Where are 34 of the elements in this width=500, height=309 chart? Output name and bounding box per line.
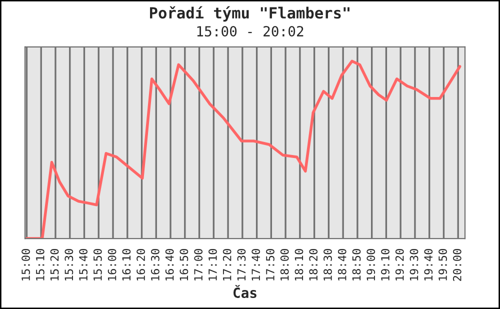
- x-tick-label: 16:10: [122, 248, 131, 280]
- x-tick-label: 17:00: [194, 248, 203, 280]
- x-tick-label: 19:40: [424, 248, 433, 280]
- x-tick-label: 15:40: [79, 248, 88, 280]
- x-tick-label: 15:00: [22, 248, 30, 280]
- x-tick-label: 19:50: [438, 248, 447, 280]
- x-tick-label: 17:20: [222, 248, 232, 280]
- x-tick-label: 15:10: [36, 248, 44, 280]
- chart-title: Pořadí týmu "Flambers": [150, 6, 350, 22]
- x-tick-label: 16:30: [150, 248, 160, 280]
- x-tick-label: 19:10: [381, 248, 390, 280]
- x-tick-label: 17:10: [208, 248, 217, 280]
- x-tick-label: 18:30: [324, 248, 332, 280]
- x-tick-label: 15:20: [50, 248, 59, 280]
- x-tick-label: 19:30: [410, 248, 418, 280]
- x-tick-label: 18:20: [309, 248, 318, 280]
- x-tick-label: 18:00: [280, 248, 289, 280]
- x-tick-label: 16:00: [108, 248, 116, 280]
- x-tick-label: 17:40: [252, 248, 260, 280]
- x-tick-label: 18:40: [338, 248, 346, 280]
- x-tick-label: 19:00: [366, 248, 376, 280]
- x-tick-label: 16:20: [136, 248, 146, 280]
- x-tick-label: 17:30: [237, 248, 246, 280]
- x-tick-label: 20:00: [452, 248, 462, 281]
- x-axis-title: Čas: [233, 284, 256, 298]
- x-tick-label: 18:10: [294, 248, 304, 280]
- x-tick-label: 17:50: [266, 248, 274, 280]
- x-tick-label: 19:20: [395, 248, 404, 280]
- x-tick-label: 16:40: [165, 248, 174, 280]
- x-tick-label: 16:50: [180, 248, 188, 280]
- x-tick-label: 15:30: [64, 248, 74, 280]
- chart-subtitle: 15:00 - 20:02: [197, 26, 304, 37]
- x-tick-label: 15:50: [93, 248, 102, 280]
- x-tick-label: 18:50: [352, 248, 361, 280]
